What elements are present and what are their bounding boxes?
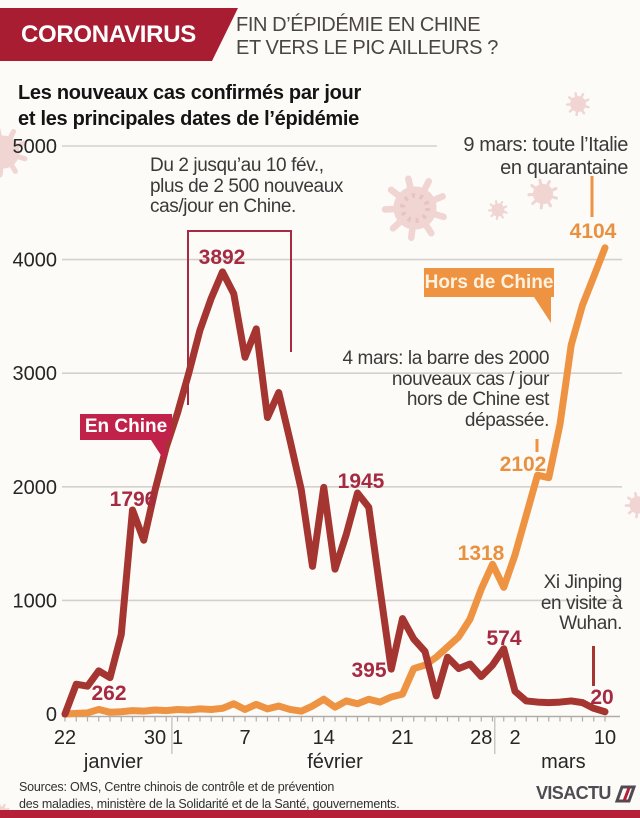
svg-text:1: 1 <box>172 727 183 749</box>
annotation-mars9-line1: 9 mars: toute l’Italie <box>463 134 628 156</box>
visactu-logo: VISACTU <box>536 783 638 804</box>
point-label-20: 20 <box>590 686 613 709</box>
point-label-1796: 1796 <box>110 488 157 511</box>
annotation-mars4-line2: nouveaux cas / jour <box>391 368 550 390</box>
banner-title: CORONAVIRUS <box>21 21 196 48</box>
virus-icon <box>527 178 558 210</box>
svg-text:10: 10 <box>594 727 616 749</box>
svg-text:2: 2 <box>509 727 520 749</box>
visactu-logo-mark <box>614 785 636 802</box>
visactu-logo-text: VISACTU <box>536 783 611 803</box>
point-label-2102: 2102 <box>500 453 547 476</box>
point-label-574: 574 <box>486 627 521 650</box>
svg-text:2000: 2000 <box>13 477 58 499</box>
virus-icon <box>0 128 28 178</box>
annotation-2000-bar: 4 mars: la barre des 2000 nouveaux cas /… <box>300 348 550 431</box>
chart-title-line2: et les principales dates de l’épidémie <box>18 108 359 130</box>
svg-text:1000: 1000 <box>13 590 58 612</box>
svg-text:30: 30 <box>144 727 166 749</box>
legend-china-tag: En Chine <box>80 414 172 463</box>
feb-range-bracket <box>187 230 292 405</box>
chart-title: Les nouveaux cas confirmés par jour et l… <box>18 80 361 132</box>
svg-text:21: 21 <box>391 727 413 749</box>
app-banner: CORONAVIRUS <box>0 8 238 61</box>
header-subtitle-line2: ET VERS LE PIC AILLEURS ? <box>236 37 498 59</box>
svg-text:28: 28 <box>470 727 492 749</box>
svg-text:22: 22 <box>54 727 76 749</box>
point-label-395: 395 <box>351 659 386 682</box>
svg-text:3000: 3000 <box>13 363 58 385</box>
annotation-italy-quarantine: 9 mars: toute l’Italie en quarantaine <box>379 134 628 180</box>
annotation-feb-line3: cas/jour en Chine. <box>150 196 296 217</box>
point-label-262: 262 <box>91 682 126 705</box>
svg-text:5000: 5000 <box>13 136 58 158</box>
annotation-xi-line2: en visite à <box>540 592 623 614</box>
svg-text:0: 0 <box>46 704 57 726</box>
series-line-china <box>61 268 609 718</box>
sources-note: Sources: OMS, Centre chinois de contrôle… <box>19 779 400 812</box>
annotation-feb-line2: plus de 2 500 nouveaux <box>150 175 343 197</box>
point-label-3892: 3892 <box>199 246 246 269</box>
svg-text:mars: mars <box>541 751 585 773</box>
legend-outside-label: Hors de Chine <box>424 272 554 293</box>
bottom-red-bar <box>0 810 640 818</box>
virus-icon <box>381 175 447 242</box>
annotation-feb-line1: Du 2 jusqu’au 10 fév., <box>150 155 324 176</box>
annotation-mars9-line2: en quarantaine <box>500 157 628 179</box>
header-subtitle: FIN D’ÉPIDÉMIE EN CHINE ET VERS LE PIC A… <box>236 14 498 60</box>
legend-outside-tag: Hors de Chine <box>424 268 554 323</box>
point-label-1318: 1318 <box>458 542 505 565</box>
annotation-xi-jinping: Xi Jinping en visite à Wuhan. <box>470 572 623 635</box>
annotation-xi-line1: Xi Jinping <box>543 572 623 593</box>
virus-icon <box>624 491 640 519</box>
series-line-outside <box>61 244 609 718</box>
legend-china-label: En Chine <box>84 416 168 437</box>
sources-line1: Sources: OMS, Centre chinois de contrôle… <box>19 780 335 794</box>
svg-text:14: 14 <box>313 727 335 749</box>
annotation-xi-line3: Wuhan. <box>559 613 622 634</box>
point-label-1945: 1945 <box>338 470 385 493</box>
annotation-mars4-line1: 4 mars: la barre des 2000 <box>342 348 549 369</box>
svg-text:février: février <box>307 751 363 773</box>
svg-text:4000: 4000 <box>13 250 58 272</box>
header-subtitle-line1: FIN D’ÉPIDÉMIE EN CHINE <box>236 14 481 36</box>
annotation-feb-range: Du 2 jusqu’au 10 fév., plus de 2 500 nou… <box>150 155 343 218</box>
annotation-mars4-line3: hors de Chine est <box>406 389 550 410</box>
chart-title-line1: Les nouveaux cas confirmés par jour <box>18 82 361 104</box>
annotation-mars4-line4: dépassée. <box>464 409 549 431</box>
sources-line2: des maladies, ministère de la Solidarité… <box>19 796 400 811</box>
virus-icon <box>487 200 508 221</box>
svg-text:janvier: janvier <box>83 751 143 773</box>
svg-text:7: 7 <box>239 727 250 749</box>
virus-icon <box>565 92 590 117</box>
point-label-4104: 4104 <box>570 220 617 243</box>
